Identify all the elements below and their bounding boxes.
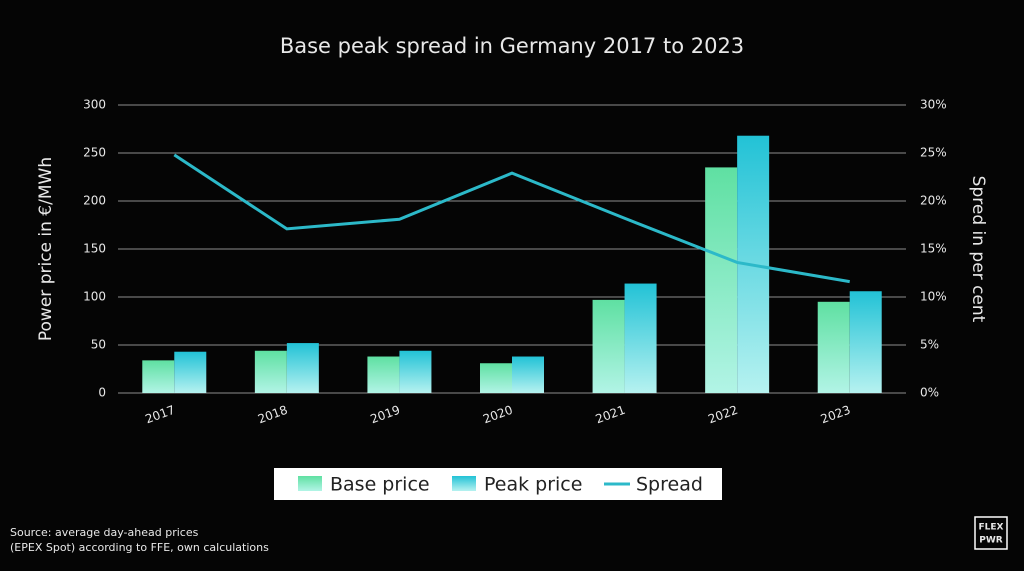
y-axis-title: Power price in €/MWh	[36, 157, 56, 341]
y2-tick-label: 0%	[920, 386, 939, 400]
source-note: (EPEX Spot) according to FFE, own calcul…	[10, 541, 269, 554]
bar	[480, 363, 512, 393]
y2-tick-label: 25%	[920, 146, 947, 160]
legend-swatch	[452, 476, 476, 491]
bar	[817, 301, 850, 393]
y2-tick-label: 10%	[920, 290, 947, 304]
bar	[592, 299, 625, 393]
bar	[512, 356, 544, 393]
legend-label: Spread	[636, 474, 703, 496]
y2-tick-label: 15%	[920, 242, 947, 256]
bar	[142, 360, 175, 393]
bar	[705, 167, 738, 393]
legend-label: Base price	[330, 474, 430, 496]
logo-text: PWR	[979, 536, 1003, 546]
y2-tick-label: 5%	[920, 338, 939, 352]
y-tick-label: 0	[98, 386, 106, 400]
bar	[286, 343, 319, 393]
legend-swatch	[298, 476, 322, 491]
bar	[367, 356, 400, 393]
spread-line	[173, 153, 850, 284]
bar	[624, 283, 657, 393]
legend	[274, 468, 722, 500]
logo	[974, 516, 1008, 550]
logo-text: FLEX	[979, 523, 1004, 533]
bar	[849, 291, 882, 393]
y-tick-label: 100	[83, 290, 106, 304]
y-tick-label: 200	[83, 194, 106, 208]
y-tick-label: 150	[83, 242, 106, 256]
y-tick-label: 250	[83, 146, 106, 160]
legend-label: Peak price	[484, 474, 582, 496]
bar	[399, 350, 432, 393]
y2-axis-title: Spred in per cent	[968, 176, 988, 323]
y-tick-label: 50	[91, 338, 106, 352]
y2-tick-label: 30%	[920, 98, 947, 112]
bar	[254, 350, 287, 393]
chart-title: Base peak spread in Germany 2017 to 2023	[280, 34, 744, 58]
y2-tick-label: 20%	[920, 194, 947, 208]
source-note: Source: average day-ahead prices	[10, 526, 199, 539]
y-tick-label: 300	[83, 98, 106, 112]
bar	[174, 351, 207, 393]
